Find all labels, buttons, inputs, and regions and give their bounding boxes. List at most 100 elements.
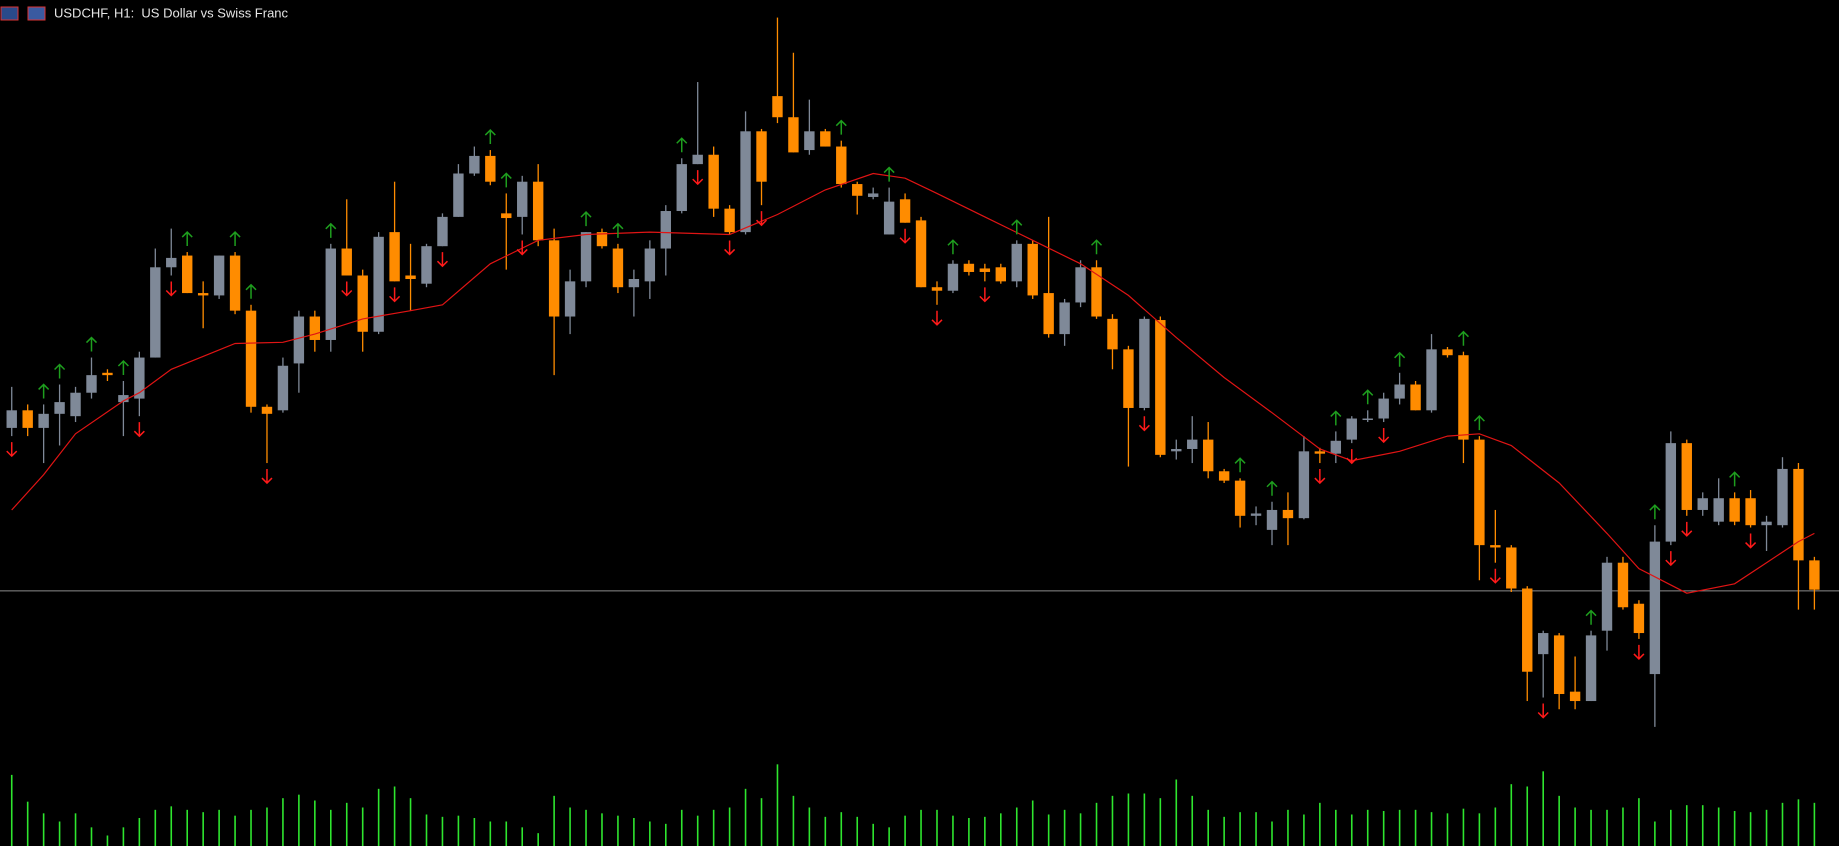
candle-body: [261, 406, 273, 414]
candle-body: [517, 181, 528, 217]
candle-body: [1426, 349, 1437, 411]
buy-arrow: [229, 230, 241, 247]
candle-body: [1490, 545, 1501, 548]
candle-body: [1410, 384, 1421, 411]
candle-body: [1346, 418, 1357, 440]
candle-body: [134, 357, 145, 399]
candle-body: [1713, 498, 1724, 522]
candle-body: [883, 201, 895, 235]
sell-arrow: [979, 287, 991, 303]
candle-body: [389, 232, 400, 282]
buy-arrow: [1649, 504, 1661, 520]
candle-body: [1171, 448, 1182, 452]
candle-body: [1234, 480, 1246, 516]
candle-body: [1761, 521, 1772, 526]
candle-body: [166, 257, 177, 268]
buy-arrow: [676, 137, 688, 153]
candle-body: [947, 263, 959, 291]
sell-arrow: [1378, 428, 1390, 444]
candle-body: [1394, 384, 1405, 399]
buy-arrow: [1234, 457, 1246, 473]
candle-body: [979, 268, 991, 272]
sell-arrow: [516, 240, 528, 256]
buy-arrow: [1394, 351, 1406, 367]
candle-body: [1091, 267, 1102, 317]
sell-arrow: [755, 211, 768, 227]
candle-body: [1458, 355, 1469, 440]
candle-body: [899, 199, 911, 223]
candle-body: [1298, 451, 1310, 519]
candle-body: [963, 263, 975, 272]
candle-body: [724, 208, 735, 233]
candle-body: [102, 372, 113, 376]
sell-arrow: [1681, 521, 1693, 537]
buy-arrow: [484, 128, 496, 145]
sell-arrow: [436, 252, 448, 268]
candle-body: [532, 181, 544, 241]
buy-arrow: [1473, 415, 1485, 431]
candle-body: [1043, 293, 1054, 335]
candle-body: [373, 236, 384, 332]
candle-body: [86, 375, 97, 393]
candle-body: [931, 287, 943, 291]
candle-body: [325, 248, 336, 340]
candle-body: [612, 248, 624, 288]
candle-body: [1266, 509, 1278, 530]
candle-body: [1202, 439, 1214, 472]
candle-body: [1745, 498, 1756, 526]
candle-body: [1218, 471, 1230, 481]
candle-body: [915, 220, 927, 288]
candle-body: [708, 154, 719, 209]
candle-body: [1633, 603, 1645, 634]
candle-body: [1011, 243, 1022, 282]
candle-body: [1553, 635, 1565, 695]
candle-body: [1362, 418, 1373, 421]
candle-body: [580, 232, 592, 282]
candle-body: [1665, 443, 1677, 542]
candle-body: [995, 267, 1007, 282]
candle-body: [1187, 439, 1198, 449]
sell-arrow: [1138, 416, 1150, 432]
candle-body: [293, 316, 305, 364]
candle-body: [70, 392, 81, 417]
candle-body: [1139, 318, 1150, 408]
candle-body: [357, 275, 368, 332]
candle-body: [38, 413, 49, 428]
chart-title: USDCHF, H1: US Dollar vs Swiss Franc: [54, 5, 289, 20]
sell-arrow: [1489, 568, 1501, 584]
window-icons: [0, 6, 46, 21]
sell-arrow: [389, 287, 401, 303]
icon-list[interactable]: [0, 6, 19, 21]
sell-arrow: [899, 228, 911, 244]
candle-body: [820, 131, 831, 147]
candle-body: [421, 246, 432, 284]
candle-body: [309, 316, 321, 340]
buy-arrow: [325, 222, 337, 238]
candle-body: [867, 193, 879, 197]
candle-body: [6, 410, 17, 428]
buy-arrow: [500, 172, 512, 188]
icon-chart[interactable]: [27, 6, 46, 21]
candle-body: [1378, 398, 1389, 419]
candle-body: [676, 164, 687, 212]
candle-body: [229, 255, 241, 311]
candle-body: [118, 395, 129, 403]
candle-body: [1107, 318, 1118, 350]
candle-body: [1777, 468, 1788, 526]
candle-body: [1506, 547, 1517, 589]
candle-body: [150, 267, 161, 358]
candle-body: [1585, 635, 1597, 702]
sell-arrow: [261, 469, 273, 485]
candle-body: [1075, 267, 1086, 303]
buy-arrow: [883, 166, 895, 182]
candle-body: [1537, 633, 1549, 655]
sell-arrow: [1633, 644, 1645, 660]
candle-body: [1649, 541, 1661, 675]
candle-body: [692, 154, 703, 165]
candle-body: [756, 131, 767, 182]
candle-body: [1681, 443, 1692, 510]
candle-body: [564, 281, 576, 317]
candle-body: [437, 216, 448, 247]
buy-arrow: [181, 230, 193, 247]
